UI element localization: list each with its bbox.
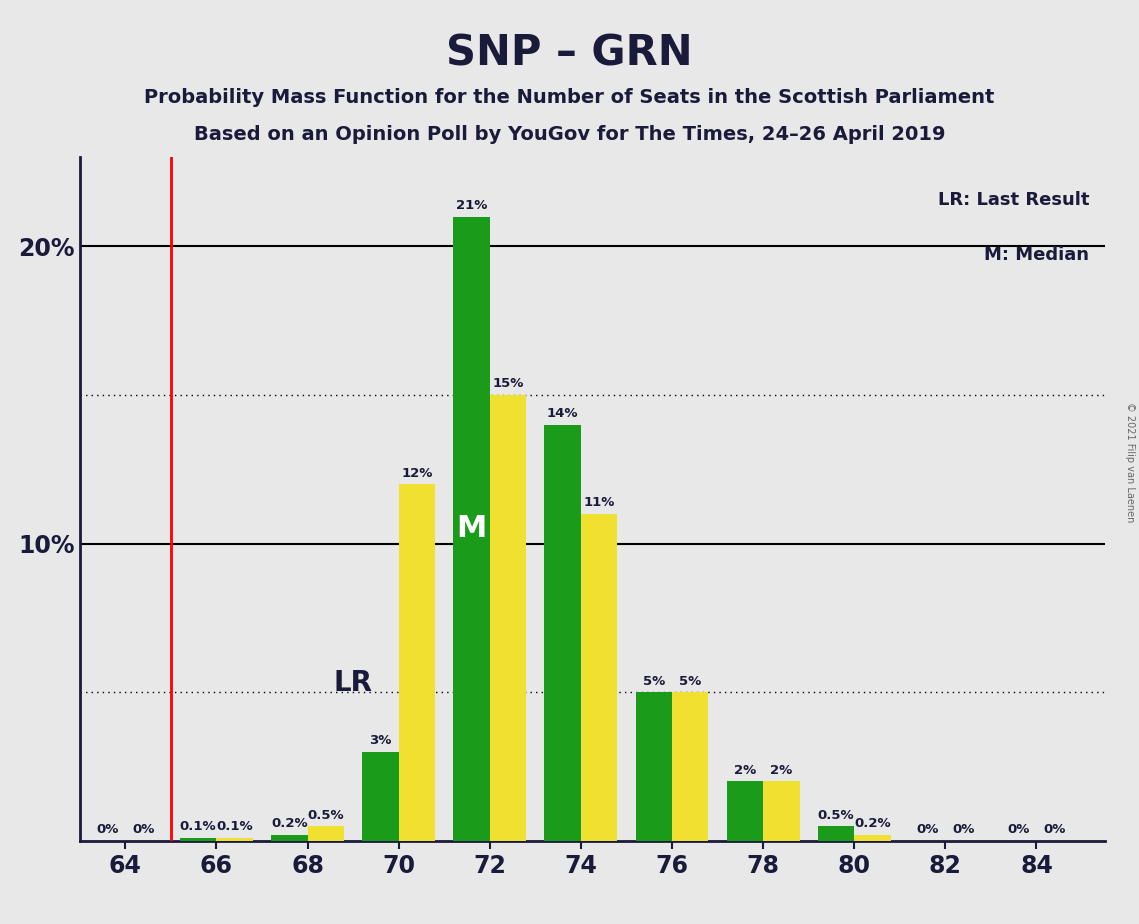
Text: 0.5%: 0.5% (818, 808, 854, 821)
Text: 2%: 2% (734, 764, 756, 777)
Bar (636, 692, 672, 841)
Bar (180, 838, 216, 841)
Text: 5%: 5% (679, 675, 702, 687)
Bar (727, 782, 763, 841)
Text: 0.2%: 0.2% (854, 818, 891, 831)
Bar (490, 395, 526, 841)
Text: LR: Last Result: LR: Last Result (937, 191, 1089, 209)
Bar (854, 835, 891, 841)
Text: 21%: 21% (456, 199, 487, 213)
Text: Probability Mass Function for the Number of Seats in the Scottish Parliament: Probability Mass Function for the Number… (145, 88, 994, 107)
Bar (581, 514, 617, 841)
Bar (763, 782, 800, 841)
Text: 0.1%: 0.1% (216, 821, 253, 833)
Bar (216, 838, 253, 841)
Text: 0%: 0% (132, 823, 155, 836)
Text: SNP – GRN: SNP – GRN (446, 32, 693, 74)
Bar (453, 216, 490, 841)
Text: © 2021 Filip van Laenen: © 2021 Filip van Laenen (1125, 402, 1134, 522)
Bar (399, 484, 435, 841)
Text: 0%: 0% (1043, 823, 1066, 836)
Bar (672, 692, 708, 841)
Text: M: Median: M: Median (984, 246, 1089, 264)
Bar (271, 835, 308, 841)
Text: 12%: 12% (401, 467, 433, 480)
Text: 0%: 0% (916, 823, 939, 836)
Bar (544, 425, 581, 841)
Bar (818, 826, 854, 841)
Text: 0.1%: 0.1% (180, 821, 216, 833)
Text: 0%: 0% (96, 823, 118, 836)
Text: 14%: 14% (547, 407, 579, 420)
Text: LR: LR (334, 669, 372, 698)
Text: M: M (457, 514, 486, 543)
Text: 11%: 11% (583, 496, 615, 509)
Text: 0.5%: 0.5% (308, 808, 344, 821)
Text: 0.2%: 0.2% (271, 818, 308, 831)
Text: 15%: 15% (492, 377, 524, 391)
Text: 5%: 5% (642, 675, 665, 687)
Text: 2%: 2% (770, 764, 793, 777)
Text: Based on an Opinion Poll by YouGov for The Times, 24–26 April 2019: Based on an Opinion Poll by YouGov for T… (194, 125, 945, 144)
Text: 0%: 0% (1007, 823, 1030, 836)
Bar (308, 826, 344, 841)
Text: 3%: 3% (369, 735, 392, 748)
Bar (362, 751, 399, 841)
Text: 0%: 0% (952, 823, 975, 836)
